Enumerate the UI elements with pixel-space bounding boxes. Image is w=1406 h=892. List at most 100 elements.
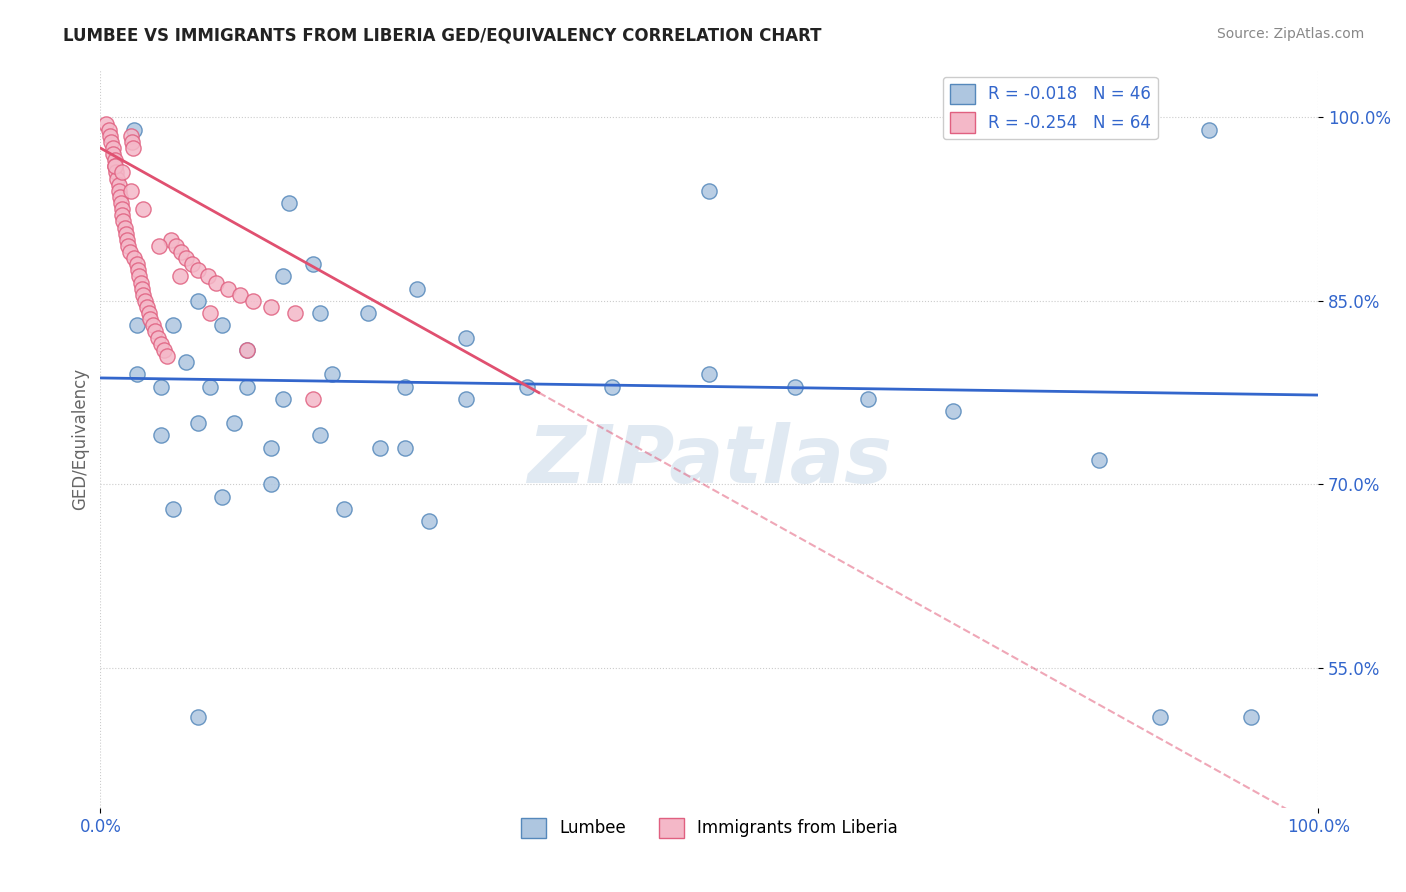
Point xyxy=(1240,709,1263,723)
Point xyxy=(125,257,148,271)
Point xyxy=(187,416,209,430)
Point xyxy=(111,208,134,222)
Point xyxy=(308,428,330,442)
Point xyxy=(115,233,138,247)
Point xyxy=(406,282,429,296)
Point xyxy=(1149,709,1171,723)
Point xyxy=(101,141,124,155)
Point xyxy=(308,306,330,320)
Point xyxy=(135,300,157,314)
Point xyxy=(174,251,197,265)
Point xyxy=(138,306,160,320)
Point xyxy=(117,239,139,253)
Point xyxy=(150,428,173,442)
Point xyxy=(146,330,169,344)
Point xyxy=(242,293,264,308)
Point xyxy=(114,220,136,235)
Point xyxy=(260,441,283,455)
Point xyxy=(271,269,294,284)
Point xyxy=(302,257,325,271)
Point xyxy=(357,306,380,320)
Point xyxy=(229,287,252,301)
Point xyxy=(120,128,142,143)
Y-axis label: GED/Equivalency: GED/Equivalency xyxy=(72,368,89,509)
Point xyxy=(111,202,134,216)
Point xyxy=(118,244,141,259)
Point xyxy=(187,293,209,308)
Point xyxy=(187,263,209,277)
Point xyxy=(454,392,477,406)
Point xyxy=(162,501,184,516)
Point xyxy=(174,355,197,369)
Point xyxy=(131,282,153,296)
Point xyxy=(150,336,173,351)
Legend: Lumbee, Immigrants from Liberia: Lumbee, Immigrants from Liberia xyxy=(515,811,904,845)
Point xyxy=(284,306,307,320)
Point xyxy=(162,318,184,333)
Point xyxy=(697,184,720,198)
Point xyxy=(128,269,150,284)
Point xyxy=(697,368,720,382)
Point xyxy=(165,239,187,253)
Point xyxy=(98,128,121,143)
Point xyxy=(278,196,301,211)
Point xyxy=(101,147,124,161)
Point xyxy=(104,153,127,168)
Point xyxy=(856,392,879,406)
Point xyxy=(156,349,179,363)
Point xyxy=(169,269,191,284)
Point xyxy=(198,379,221,393)
Point xyxy=(124,251,146,265)
Point xyxy=(198,306,221,320)
Point xyxy=(271,392,294,406)
Point xyxy=(180,257,202,271)
Point xyxy=(104,160,127,174)
Point xyxy=(197,269,219,284)
Point xyxy=(1198,122,1220,136)
Point xyxy=(132,287,155,301)
Point xyxy=(129,276,152,290)
Point xyxy=(370,441,392,455)
Point xyxy=(260,477,283,491)
Point xyxy=(600,379,623,393)
Point xyxy=(187,709,209,723)
Point xyxy=(121,135,143,149)
Point xyxy=(122,141,145,155)
Point xyxy=(125,368,148,382)
Point xyxy=(235,343,257,357)
Point xyxy=(235,343,257,357)
Point xyxy=(107,171,129,186)
Point xyxy=(211,490,233,504)
Point xyxy=(321,368,343,382)
Point xyxy=(132,202,155,216)
Point xyxy=(217,282,239,296)
Point xyxy=(260,300,283,314)
Point xyxy=(97,122,120,136)
Point xyxy=(160,233,183,247)
Point xyxy=(110,196,132,211)
Point xyxy=(454,330,477,344)
Point xyxy=(105,165,128,179)
Point xyxy=(224,416,246,430)
Point xyxy=(124,122,146,136)
Point xyxy=(104,160,127,174)
Point xyxy=(107,178,129,192)
Point xyxy=(127,263,149,277)
Point xyxy=(942,404,965,418)
Point xyxy=(152,343,174,357)
Point xyxy=(134,293,156,308)
Text: ZIPatlas: ZIPatlas xyxy=(527,422,891,500)
Point xyxy=(115,227,138,241)
Point xyxy=(235,379,257,393)
Point xyxy=(143,325,166,339)
Point xyxy=(139,312,162,326)
Point xyxy=(302,392,325,406)
Point xyxy=(112,214,135,228)
Point xyxy=(142,318,165,333)
Text: Source: ZipAtlas.com: Source: ZipAtlas.com xyxy=(1216,27,1364,41)
Point xyxy=(107,184,129,198)
Point xyxy=(333,501,356,516)
Point xyxy=(108,190,131,204)
Point xyxy=(205,276,228,290)
Text: LUMBEE VS IMMIGRANTS FROM LIBERIA GED/EQUIVALENCY CORRELATION CHART: LUMBEE VS IMMIGRANTS FROM LIBERIA GED/EQ… xyxy=(63,27,821,45)
